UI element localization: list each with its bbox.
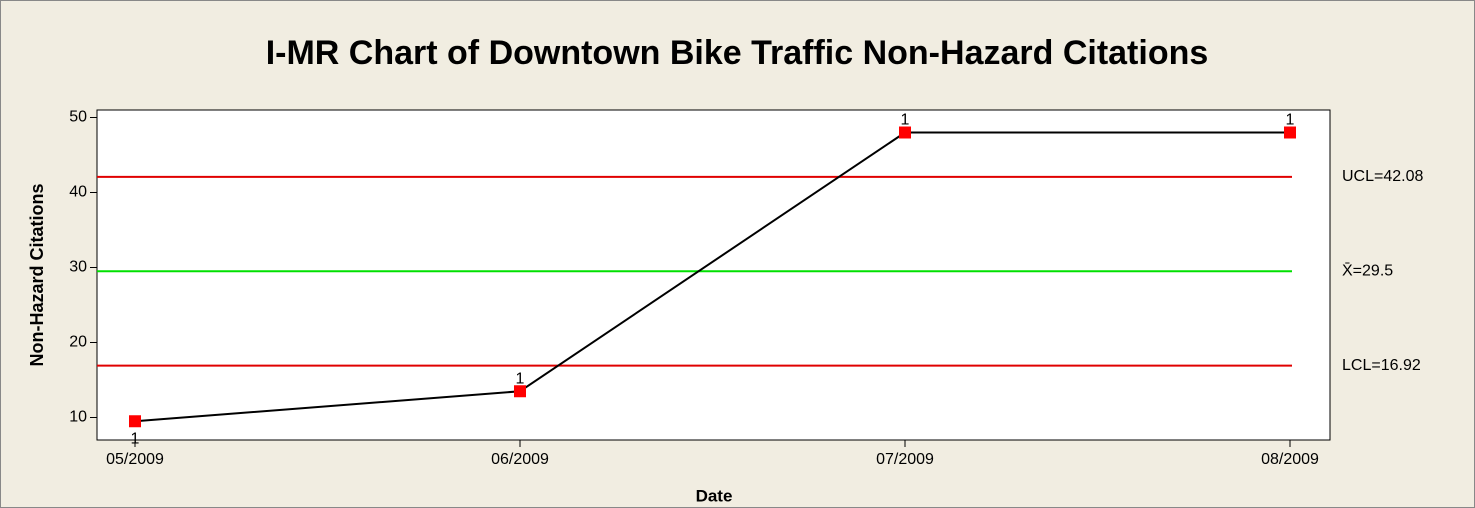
control-line-label: LCL=16.92 <box>1342 357 1421 374</box>
plot-area <box>96 109 1331 441</box>
y-tick-label: 20 <box>69 334 87 351</box>
y-tick-label: 40 <box>69 184 87 201</box>
control-line-label: UCL=42.08 <box>1342 168 1423 185</box>
point-marker <box>514 385 526 398</box>
point-marker <box>899 126 911 139</box>
chart-title: I-MR Chart of Downtown Bike Traffic Non-… <box>266 34 1209 72</box>
x-tick-label: 05/2009 <box>106 451 164 468</box>
y-tick-label: 10 <box>69 409 87 426</box>
x-tick-label: 07/2009 <box>876 451 934 468</box>
control-line-label: X̄=29.5 <box>1342 262 1393 279</box>
point-label: 1 <box>1286 112 1295 129</box>
x-axis-label: Date <box>696 486 733 505</box>
point-marker <box>1284 126 1296 139</box>
point-marker <box>129 415 141 428</box>
y-axis-label: Non-Hazard Citations <box>27 183 47 366</box>
point-label: 1 <box>901 112 910 129</box>
x-tick-label: 08/2009 <box>1261 451 1319 468</box>
point-label: 1 <box>516 370 525 387</box>
y-tick-label: 50 <box>69 109 87 126</box>
y-tick-label: 30 <box>69 259 87 276</box>
point-label: 1 <box>131 430 140 447</box>
series-line <box>134 131 1290 423</box>
x-tick-label: 06/2009 <box>491 451 549 468</box>
